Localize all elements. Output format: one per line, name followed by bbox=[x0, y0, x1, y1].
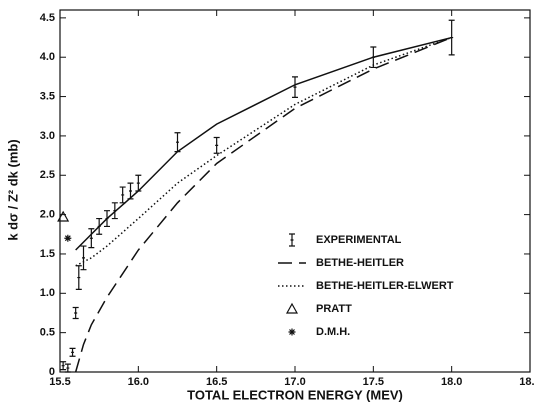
y-tick-label: 3.0 bbox=[40, 130, 55, 142]
y-tick-label: 1.0 bbox=[40, 287, 55, 299]
x-tick-label: 17.5 bbox=[363, 376, 384, 388]
x-tick-label: 18.0 bbox=[441, 376, 462, 388]
y-tick-label: 0.5 bbox=[40, 327, 55, 339]
y-tick-label: 3.5 bbox=[40, 90, 55, 102]
error-bar bbox=[111, 202, 118, 220]
error-bar bbox=[104, 210, 110, 228]
error-bar bbox=[72, 306, 79, 320]
error-bar bbox=[96, 217, 103, 235]
x-tick-label: 15.5 bbox=[49, 376, 70, 388]
x-axis-label: TOTAL ELECTRON ENERGY (MEV) bbox=[187, 387, 403, 402]
legend-label: PRATT bbox=[316, 303, 352, 315]
y-tick-label: 4.0 bbox=[40, 51, 55, 63]
error-bar bbox=[88, 228, 95, 249]
x-tick-label: 16.0 bbox=[128, 376, 149, 388]
error-bar bbox=[135, 174, 142, 192]
y-tick-label: 2.0 bbox=[40, 209, 55, 221]
triangle-marker bbox=[57, 210, 70, 222]
legend-swatch bbox=[285, 302, 299, 314]
y-axis-label: k dσ / Z² dk (mb) bbox=[5, 139, 20, 240]
legend-swatch bbox=[289, 233, 295, 247]
error-bar bbox=[448, 19, 455, 56]
theory-line bbox=[75, 36, 452, 251]
error-bar bbox=[80, 245, 87, 271]
y-tick-label: 1.5 bbox=[40, 248, 55, 260]
legend-swatch bbox=[288, 328, 296, 336]
error-bar bbox=[127, 182, 134, 200]
error-bar bbox=[64, 363, 71, 373]
legend-label: D.M.H. bbox=[316, 326, 350, 338]
error-bar bbox=[213, 136, 220, 154]
star-marker bbox=[64, 234, 72, 242]
error-bar bbox=[69, 347, 76, 357]
error-bar bbox=[119, 186, 126, 204]
error-bar bbox=[292, 76, 298, 98]
x-tick-label: 17.0 bbox=[284, 376, 305, 388]
error-bar bbox=[174, 132, 181, 153]
x-tick-label: 16.5 bbox=[206, 376, 227, 388]
x-tick-label: 18.5 bbox=[519, 376, 535, 388]
y-tick-label: 2.5 bbox=[40, 169, 55, 181]
y-tick-label: 4.5 bbox=[40, 12, 55, 24]
error-bar bbox=[370, 46, 377, 69]
series-line bbox=[74, 36, 452, 373]
legend-label: EXPERIMENTAL bbox=[316, 234, 402, 246]
y-tick-label: 0 bbox=[49, 366, 55, 378]
error-bar bbox=[75, 265, 82, 290]
legend-label: BETHE-HEITLER bbox=[316, 257, 404, 269]
error-bar bbox=[60, 361, 67, 371]
legend-label: BETHE-HEITLER-ELWERT bbox=[316, 280, 454, 292]
series-line bbox=[75, 36, 452, 267]
